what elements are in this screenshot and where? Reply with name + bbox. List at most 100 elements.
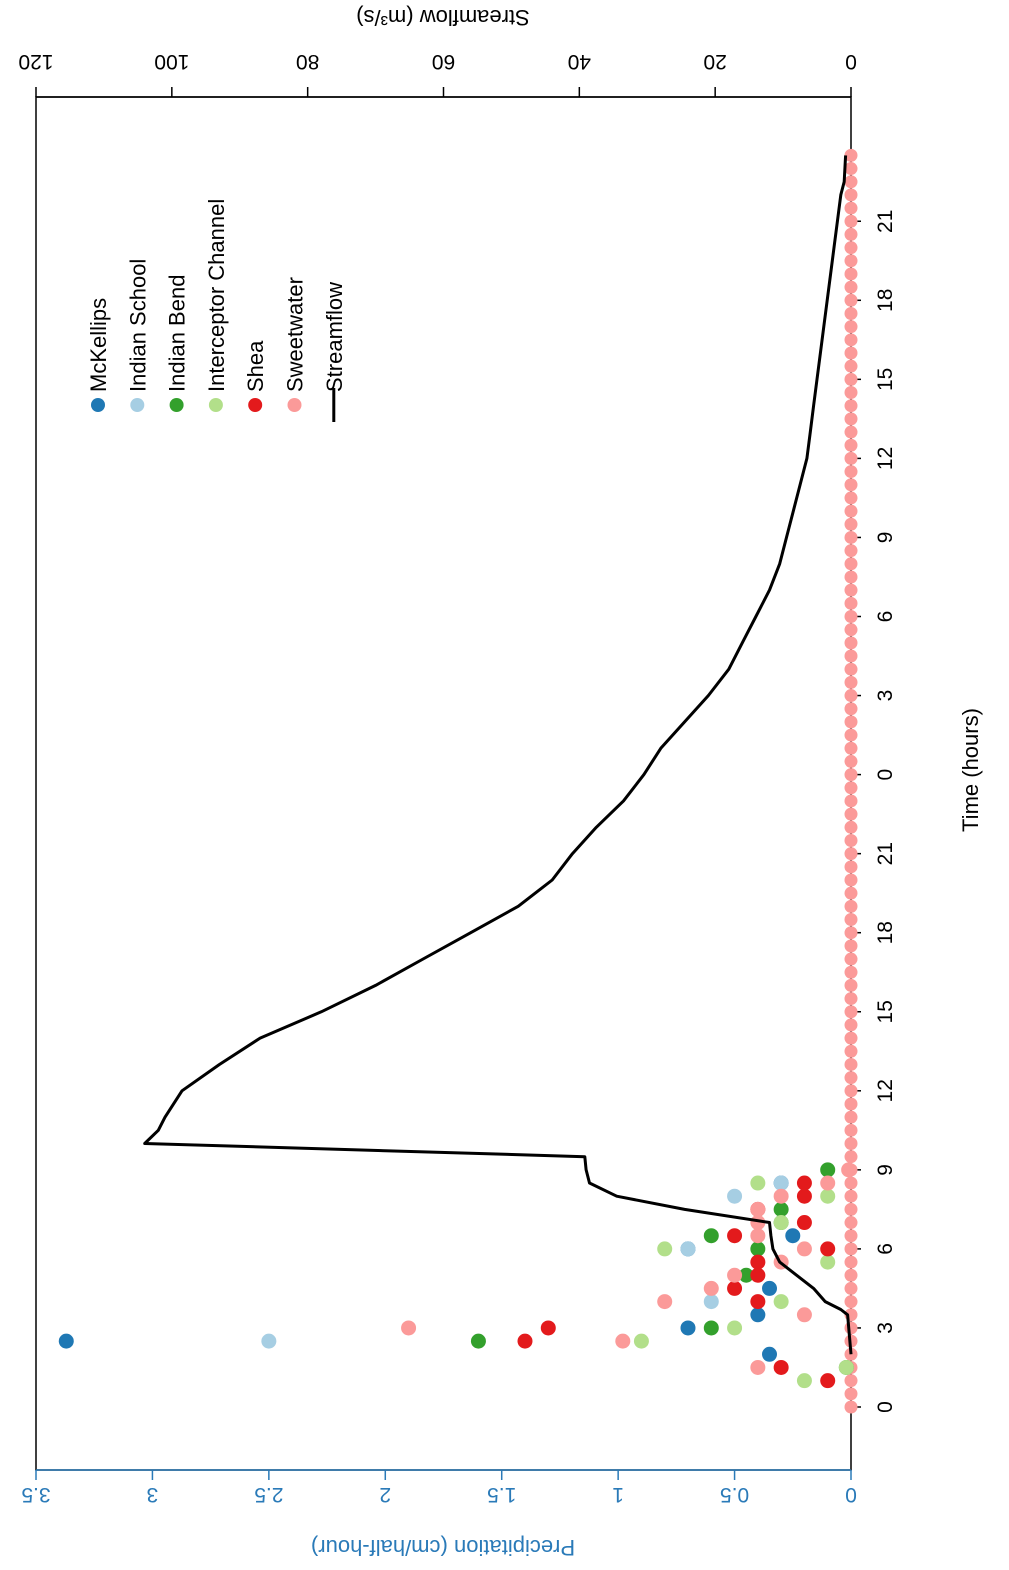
legend-label-sweetwater: Sweetwater xyxy=(283,277,308,392)
streamflow-tick-label: 100 xyxy=(154,50,189,73)
time-tick-label: 0 xyxy=(874,1401,897,1413)
streamflow-tick-label: 80 xyxy=(296,50,319,73)
point-indian-school xyxy=(261,1333,277,1349)
point-mckellips xyxy=(762,1346,777,1362)
baseline-point xyxy=(844,1110,858,1124)
baseline-point xyxy=(844,1374,858,1388)
baseline-point xyxy=(844,636,858,650)
baseline-point xyxy=(844,926,858,940)
time-tick-label: 3 xyxy=(874,690,897,702)
baseline-point xyxy=(844,794,858,808)
baseline-point xyxy=(844,1229,858,1243)
point-interceptor-channel xyxy=(657,1241,673,1257)
point-interceptor-channel xyxy=(773,1294,789,1310)
point-sweetwater xyxy=(615,1333,631,1349)
point-interceptor-channel xyxy=(820,1254,836,1270)
baseline-point xyxy=(844,1097,858,1111)
baseline-point xyxy=(844,557,858,571)
precipitation-tick-label: 0 xyxy=(845,1483,857,1506)
point-indian-school xyxy=(773,1175,789,1191)
baseline-point xyxy=(844,280,858,294)
baseline-point xyxy=(844,1321,858,1335)
baseline-point xyxy=(844,386,858,400)
time-tick-label: 9 xyxy=(874,532,897,544)
baseline-point xyxy=(844,702,858,716)
point-sweetwater xyxy=(657,1294,673,1310)
baseline-point xyxy=(844,1084,858,1098)
point-mckellips xyxy=(680,1320,696,1336)
baseline-point xyxy=(844,886,858,900)
baseline-point xyxy=(844,1005,858,1019)
streamflow-line-layer xyxy=(143,155,853,1355)
baseline-point xyxy=(844,860,858,874)
baseline-point xyxy=(844,820,858,834)
time-tick-label: 0 xyxy=(874,769,897,781)
baseline-point xyxy=(844,1123,858,1137)
precipitation-tick-label: 1.5 xyxy=(487,1483,516,1506)
baseline-point xyxy=(844,781,858,795)
streamflow-axis-title: Streamflow (m³/s) xyxy=(356,5,530,30)
baseline-point xyxy=(844,227,858,241)
point-mckellips xyxy=(58,1333,74,1349)
point-sweetwater xyxy=(773,1188,789,1204)
time-tick-label: 21 xyxy=(874,842,897,865)
baseline-point xyxy=(844,451,858,465)
precipitation-tick-label: 3.5 xyxy=(21,1483,50,1506)
time-tick-label: 18 xyxy=(874,921,897,944)
baseline-point xyxy=(844,1202,858,1216)
precipitation-points xyxy=(58,148,858,1414)
time-tick-label: 18 xyxy=(874,289,897,312)
time-tick-label: 12 xyxy=(874,447,897,470)
streamflow-tick-label: 120 xyxy=(18,50,53,73)
point-interceptor-channel xyxy=(633,1333,649,1349)
time-tick-label: 6 xyxy=(874,1243,897,1255)
point-sweetwater xyxy=(727,1267,743,1283)
baseline-point xyxy=(844,833,858,847)
point-interceptor-channel xyxy=(838,1359,854,1375)
baseline-point xyxy=(844,1137,858,1150)
streamflow-tick-label: 20 xyxy=(703,50,726,73)
streamflow-line xyxy=(143,155,853,1355)
baseline-point xyxy=(844,649,858,663)
point-mckellips xyxy=(785,1228,801,1244)
baseline-point xyxy=(844,1057,858,1071)
point-indian-school xyxy=(680,1241,696,1257)
baseline-point xyxy=(844,359,858,373)
baseline-point xyxy=(844,689,858,703)
baseline-point xyxy=(844,544,858,558)
point-shea xyxy=(750,1267,766,1283)
legend-marker-shea xyxy=(248,398,263,412)
baseline-point xyxy=(844,412,858,426)
precipitation-axis-title: Precipitation (cm/half-hour) xyxy=(311,1535,575,1560)
baseline-point xyxy=(844,1268,858,1282)
point-indian-bend xyxy=(470,1333,486,1349)
streamflow-axis: 0 20 40 60 80 100 120 xyxy=(18,50,857,98)
point-indian-school xyxy=(727,1188,743,1204)
baseline-point xyxy=(844,1242,858,1256)
point-sweetwater xyxy=(401,1320,417,1336)
legend-marker-indian-school xyxy=(130,398,145,412)
point-sweetwater xyxy=(820,1175,836,1191)
baseline-point xyxy=(844,913,858,927)
point-shea xyxy=(796,1188,812,1204)
streamflow-tick-label: 0 xyxy=(845,50,857,73)
plot-frame xyxy=(35,96,852,1471)
baseline-point xyxy=(844,965,858,979)
precipitation-tick-label: 2.5 xyxy=(254,1483,283,1506)
baseline-point xyxy=(844,807,858,821)
point-shea xyxy=(820,1373,836,1389)
baseline-point xyxy=(844,530,858,544)
baseline-point xyxy=(844,465,858,479)
baseline-point xyxy=(844,1018,858,1032)
baseline-point xyxy=(844,1176,858,1190)
baseline-point xyxy=(844,425,858,439)
point-indian-bend xyxy=(820,1162,836,1178)
baseline-point xyxy=(844,570,858,584)
baseline-point xyxy=(844,741,858,755)
point-indian-bend xyxy=(703,1228,719,1244)
legend-marker-sweetwater xyxy=(287,398,302,412)
baseline-point xyxy=(844,1216,858,1230)
point-shea xyxy=(750,1294,766,1310)
time-axis: 0 3 6 9 12 15 18 21 0 3 6 9 12 15 18 21 xyxy=(851,210,897,1413)
baseline-point xyxy=(844,241,858,255)
